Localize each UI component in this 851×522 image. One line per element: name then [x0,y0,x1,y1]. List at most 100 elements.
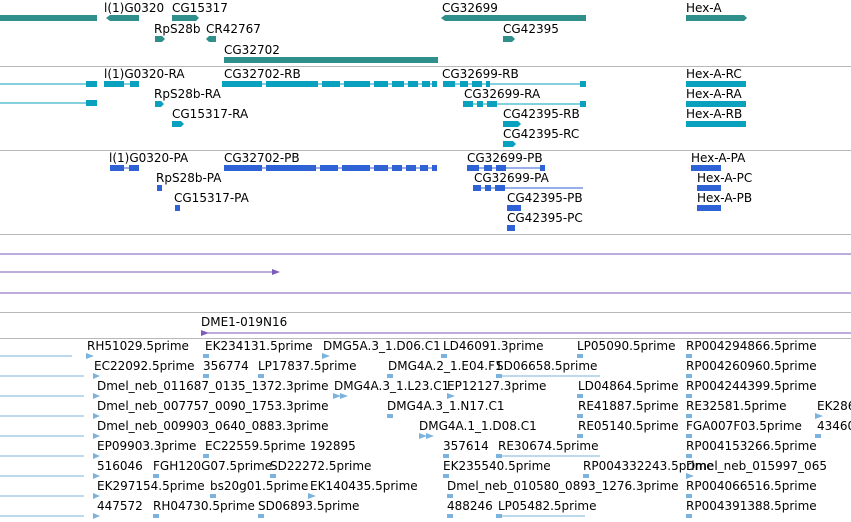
gene-label-HexA[interactable]: Hex-A [686,1,722,15]
protein-label[interactable]: Hex-A-PB [697,191,753,205]
est-label[interactable]: SD22272.5prime [270,459,372,473]
gene-glyph-left [0,15,97,21]
proteins-track-glyphs [110,165,721,231]
est-label[interactable]: 356774 [203,359,249,373]
transcript-label[interactable]: CG32699-RB [442,67,519,81]
est-label[interactable]: RE41887.5prime [578,399,679,413]
clone-label[interactable]: DME1-019N16 [201,315,288,329]
transcript-label[interactable]: CG32699-RA [464,87,541,101]
est-label[interactable]: SD06893.5prime [258,499,360,513]
transcripts-track-glyphs [0,81,746,147]
transcript-label[interactable]: Hex-A-RA [686,87,742,101]
est-label[interactable]: 192895 [310,439,356,453]
est-label[interactable]: SD06658.5prime [496,359,598,373]
est-label[interactable]: LP05090.5prime [577,339,676,353]
transcript-label[interactable]: Hex-A-RC [686,67,742,81]
est-label[interactable]: Dmel_neb_009903_0640_0883.3prime [97,419,329,433]
gene-glyph-HexA [686,15,747,21]
protein-label[interactable]: RpS28b-PA [156,171,222,185]
est-label[interactable]: RP004244399.5prime [686,379,817,393]
est-label[interactable]: FGH120G07.5prime [153,459,273,473]
gene-glyph-RpS28b [155,36,165,42]
est-label[interactable]: RE05140.5prime [578,419,679,433]
protein-label[interactable]: Hex-A-PC [697,171,753,185]
est-label[interactable]: RP004066516.5prime [686,479,817,493]
est-label[interactable]: RP004260960.5prime [686,359,817,373]
gene-label-RpS28b[interactable]: RpS28b [154,22,201,36]
est-label[interactable]: Dmel_neb_015997_065 [686,459,827,473]
est-label[interactable]: LD04864.5prime [578,379,679,393]
est-label[interactable]: Dmel_neb_011687_0135_1372.3prime [97,379,329,393]
gene-glyph-CG32702 [224,57,438,63]
est-track: RH51029.5prime EK234131.5prime DMG5A.3_1… [0,339,851,522]
est-label[interactable]: RE30674.5prime [498,439,599,453]
gene-label-CG15317[interactable]: CG15317 [172,1,228,15]
protein-label[interactable]: CG32702-PB [224,151,300,165]
gene-label-CG32702[interactable]: CG32702 [224,43,280,57]
est-label[interactable]: DMG4A.3_1.L23.C1 [334,379,450,393]
transcript-label[interactable]: CG42395-RB [503,107,580,121]
transcript-label[interactable]: CG32702-RB [224,67,301,81]
est-label[interactable]: 516046 [97,459,143,473]
transcript-label[interactable]: Hex-A-RB [686,107,743,121]
gene-glyph-CG32699 [441,15,586,21]
est-label[interactable]: RH51029.5prime [87,339,189,353]
est-label[interactable]: RP004391388.5prime [686,499,817,513]
est-label[interactable]: RP004153266.5prime [686,439,817,453]
est-label[interactable]: EP12127.3prime [447,379,547,393]
transcript-label[interactable]: RpS28b-RA [154,87,221,101]
transcript-label[interactable]: CG42395-RC [503,127,580,141]
est-label[interactable]: Dmel_neb_010580_0893_1276.3prime [447,479,679,493]
est-label[interactable]: EK140435.5prime [310,479,418,493]
transcript-label[interactable]: l(1)G0320-RA [104,67,185,81]
est-label[interactable]: LD46091.3prime [443,339,544,353]
est-label[interactable]: 488246 [447,499,493,513]
est-label[interactable]: RH04730.5prime [153,499,255,513]
protein-label[interactable]: Hex-A-PA [691,151,746,165]
gene-label-CG42395[interactable]: CG42395 [503,22,559,36]
est-label[interactable]: 447572 [97,499,143,513]
protein-label[interactable]: CG32699-PA [474,171,549,185]
est-label[interactable]: DMG5A.3_1.D06.C1 [323,339,441,353]
est-label[interactable]: Dmel_neb_007757_0090_1753.3prime [97,399,329,413]
est-label[interactable]: bs20g01.5prime [210,479,309,493]
clone-glyph [201,330,851,336]
gene-label-CR42767[interactable]: CR42767 [206,22,261,36]
est-label[interactable]: 43460 [817,419,851,433]
est-label[interactable]: RP004294866.5prime [686,339,817,353]
est-label[interactable]: EC22092.5prime [94,359,195,373]
gene-label-l1G0320[interactable]: l(1)G0320 [104,1,165,15]
track-separator-3 [0,234,851,235]
est-track-glyphs [0,353,823,519]
est-label[interactable]: EK235540.5prime [443,459,551,473]
gene-glyph-CG42395 [503,36,515,42]
gene-label-CG32699[interactable]: CG32699 [442,1,498,15]
est-label[interactable]: EC22559.5prime [205,439,306,453]
track-separator-4 [0,312,851,313]
est-label[interactable]: DMG4A.2_1.E04.F1 [388,359,503,373]
track-separator-5 [0,338,851,339]
transcript-label[interactable]: CG15317-RA [172,107,249,121]
est-label[interactable]: EK297154.5prime [97,479,205,493]
gene-glyph-l1G0320 [106,15,139,21]
est-label[interactable]: DMG4A.1_1.D08.C1 [419,419,537,433]
transcripts-track: l(1)G0320-RA CG32702-RB CG32699-RB Hex-A… [0,67,851,150]
protein-label[interactable]: CG32699-PB [467,151,543,165]
est-label[interactable]: RP004332243.5prime [583,459,714,473]
est-label[interactable]: LP17837.5prime [258,359,357,373]
est-label[interactable]: FGA007F03.5prime [686,419,802,433]
genes-track-glyphs [0,15,747,63]
est-label[interactable]: EP09903.3prime [97,439,197,453]
protein-label[interactable]: l(1)G0320-PA [109,151,189,165]
est-label[interactable]: DMG4A.3_1.N17.C1 [387,399,505,413]
protein-label[interactable]: CG15317-PA [174,191,249,205]
clone-lines-glyphs [0,253,851,294]
est-label[interactable]: LP05482.5prime [498,499,597,513]
est-label[interactable]: EK286 [817,399,851,413]
protein-label[interactable]: CG42395-PC [507,211,583,225]
est-label[interactable]: RE32581.5prime [686,399,787,413]
est-label[interactable]: EK234131.5prime [205,339,313,353]
est-label[interactable]: 357614 [443,439,489,453]
protein-label[interactable]: CG42395-PB [507,191,583,205]
proteins-track: l(1)G0320-PA CG32702-PB CG32699-PB Hex-A… [0,151,851,234]
